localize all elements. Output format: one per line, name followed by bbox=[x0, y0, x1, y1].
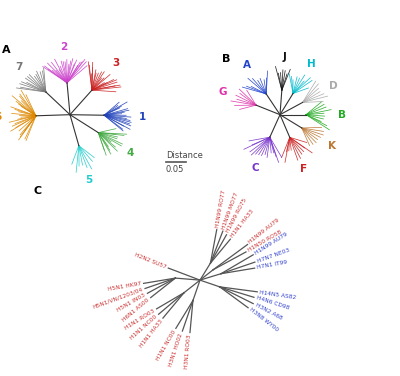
Text: H1N1 NC00: H1N1 NC00 bbox=[155, 329, 177, 361]
Text: H2N2 SU57: H2N2 SU57 bbox=[134, 252, 167, 270]
Text: H1N99 AU79: H1N99 AU79 bbox=[248, 218, 281, 245]
Text: H7N1 IT99: H7N1 IT99 bbox=[256, 260, 288, 270]
Text: H3N2 A68: H3N2 A68 bbox=[254, 302, 283, 321]
Text: H1N1 HA33: H1N1 HA33 bbox=[230, 209, 255, 239]
Text: 2: 2 bbox=[60, 42, 67, 52]
Text: 0.05: 0.05 bbox=[166, 165, 184, 174]
Text: 5: 5 bbox=[85, 175, 92, 185]
Text: H7N7 NE03: H7N7 NE03 bbox=[256, 247, 290, 264]
Text: A: A bbox=[2, 44, 11, 55]
Text: 1: 1 bbox=[138, 112, 146, 122]
Text: B: B bbox=[338, 110, 346, 120]
Text: H1N99 RO77: H1N99 RO77 bbox=[215, 190, 226, 228]
Text: B: B bbox=[222, 54, 230, 64]
Text: F: F bbox=[300, 164, 307, 174]
Text: H: H bbox=[307, 59, 315, 69]
Text: H3N8 WY00: H3N8 WY00 bbox=[248, 307, 279, 333]
Text: 7: 7 bbox=[16, 62, 23, 72]
Text: H1N50 RO58: H1N50 RO58 bbox=[247, 229, 282, 253]
Text: H6N1 AS00: H6N1 AS00 bbox=[122, 297, 150, 323]
Text: K: K bbox=[328, 141, 336, 152]
Text: H14N5 AS82: H14N5 AS82 bbox=[259, 290, 297, 300]
Text: H3N1 RO03: H3N1 RO03 bbox=[184, 335, 192, 369]
Text: G: G bbox=[219, 87, 227, 97]
Text: C: C bbox=[34, 185, 42, 196]
Text: J: J bbox=[282, 52, 286, 62]
Text: 3: 3 bbox=[113, 58, 120, 68]
Text: H1N99 RO75: H1N99 RO75 bbox=[226, 198, 248, 234]
Text: H3N1 HO02: H3N1 HO02 bbox=[168, 332, 184, 367]
Text: 6: 6 bbox=[0, 112, 2, 122]
Text: H1N99 MO77: H1N99 MO77 bbox=[221, 191, 239, 230]
Text: H5N1 HK97: H5N1 HK97 bbox=[107, 281, 142, 292]
Text: H1N1 HA33: H1N1 HA33 bbox=[138, 318, 164, 348]
Text: H1N1 NC00: H1N1 NC00 bbox=[130, 314, 158, 341]
Text: C: C bbox=[252, 163, 260, 173]
Text: H1N99 AU79: H1N99 AU79 bbox=[254, 232, 288, 256]
Text: H5N1 IN03: H5N1 IN03 bbox=[116, 292, 146, 312]
Text: A: A bbox=[243, 60, 251, 70]
Text: Distance: Distance bbox=[166, 151, 203, 160]
Text: H1N1 RO03: H1N1 RO03 bbox=[124, 308, 156, 331]
Text: D: D bbox=[329, 80, 338, 91]
Text: 4: 4 bbox=[126, 147, 133, 158]
Text: H5N1/VN/1203/04: H5N1/VN/1203/04 bbox=[92, 287, 144, 310]
Text: H4N6 CD98: H4N6 CD98 bbox=[256, 296, 290, 311]
